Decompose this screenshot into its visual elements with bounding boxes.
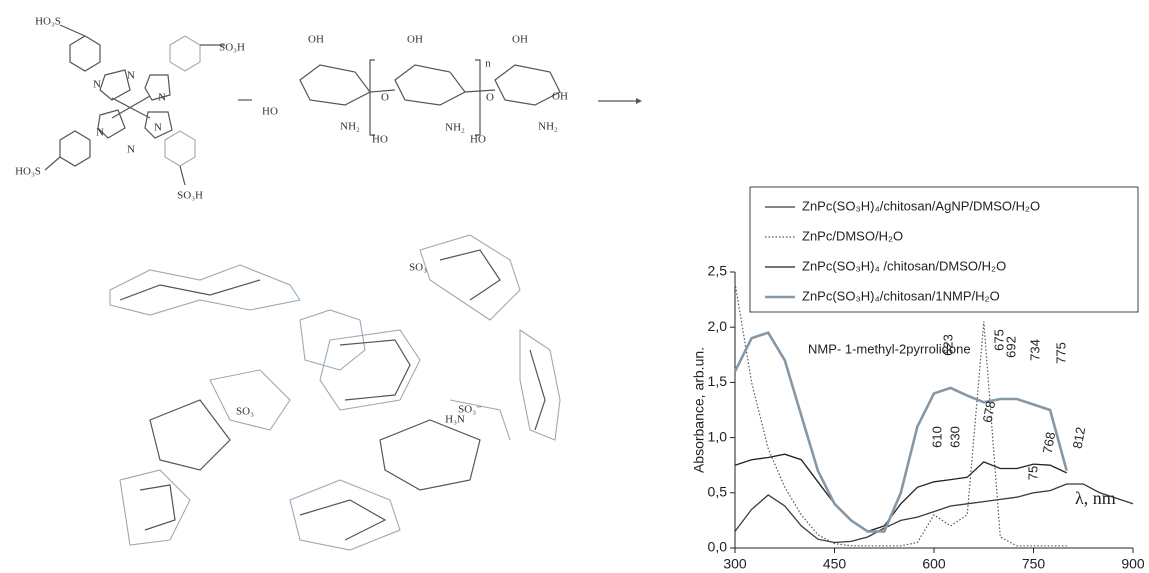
annotation: 675 <box>991 329 1006 351</box>
annotation: 775 <box>1053 342 1068 364</box>
legend-label: ZnPc(SO₃H)₄ /chitosan/DMSO/H₂O <box>802 258 1006 273</box>
complex-sketch <box>109 234 561 551</box>
chem-label: N <box>96 127 104 139</box>
x-axis-label: λ, nm <box>1075 488 1116 508</box>
chem-label: SO₃ <box>409 262 427 274</box>
chem-label: HO₃S <box>35 16 61 28</box>
chem-label: N <box>158 92 166 104</box>
chem-label: O <box>486 92 494 104</box>
reaction-arrow <box>238 98 642 104</box>
chem-label: OH <box>552 91 568 103</box>
series-line <box>734 282 1067 547</box>
chem-label: HO <box>470 134 486 146</box>
y-axis-label: Absorbance, arb.un. <box>691 347 707 473</box>
annotation: 75 <box>1025 466 1040 480</box>
chem-label: H₃N <box>445 414 465 426</box>
chem-label: HO₃S <box>15 166 41 178</box>
annotation: 678 <box>980 400 999 424</box>
y-tick-label: 1,5 <box>708 373 728 389</box>
series-line <box>734 453 1067 533</box>
y-tick-label: 2,0 <box>708 318 728 334</box>
y-tick-label: 0,5 <box>708 484 728 500</box>
annotation: 768 <box>1040 431 1059 455</box>
chem-label: SO₃H <box>219 42 245 54</box>
chem-label: N <box>154 122 162 134</box>
chem-label: N <box>127 144 135 156</box>
legend-label: ZnPc(SO₃H)₄/chitosan/AgNP/DMSO/H₂O <box>802 198 1040 213</box>
chem-label: SO₃⁻ <box>458 404 482 416</box>
annotation: 610 <box>929 426 944 448</box>
chem-label: SO₃ <box>236 406 254 418</box>
chem-label: N <box>127 70 135 82</box>
x-tick-label: 900 <box>1121 556 1145 572</box>
legend-label: ZnPc(SO₃H)₄/chitosan/1NMP/H₂O <box>802 288 1000 303</box>
x-tick-label: 300 <box>723 556 747 572</box>
chem-label: NH₂ <box>538 121 558 133</box>
x-tick-label: 750 <box>1022 556 1046 572</box>
chem-label: OH <box>308 34 324 46</box>
chem-label: OH <box>512 34 528 46</box>
chem-label: SO₃H <box>177 190 203 202</box>
annotation: 812 <box>1070 426 1089 450</box>
chem-label: N <box>93 79 101 91</box>
x-tick-label: 600 <box>922 556 946 572</box>
chem-label: OH <box>407 34 423 46</box>
annotation: 630 <box>947 426 962 448</box>
annotation: NMP- 1-methyl-2pyrrolidone <box>808 341 971 356</box>
annotation: 692 <box>1003 336 1018 358</box>
y-tick-label: 0,0 <box>708 539 728 555</box>
chem-label: O <box>381 92 389 104</box>
phthalocyanine-sketch <box>44 24 225 186</box>
legend-box <box>749 186 1139 313</box>
chitosan-sketch <box>299 59 561 136</box>
series-line <box>733 331 1068 533</box>
series-line <box>734 483 1134 544</box>
chem-label: n <box>485 58 491 70</box>
y-tick-label: 2,5 <box>708 263 728 279</box>
x-tick-label: 450 <box>823 556 847 572</box>
chem-label: NH₂ <box>340 121 360 133</box>
chem-label: HO <box>372 134 388 146</box>
legend-label: ZnPc/DMSO/H₂O <box>802 228 903 243</box>
chem-label: HO <box>262 106 278 118</box>
annotation: 623 <box>940 334 955 356</box>
annotation: 734 <box>1027 339 1042 361</box>
y-tick-label: 1,0 <box>708 428 728 444</box>
chem-label: NH₂ <box>445 122 465 134</box>
